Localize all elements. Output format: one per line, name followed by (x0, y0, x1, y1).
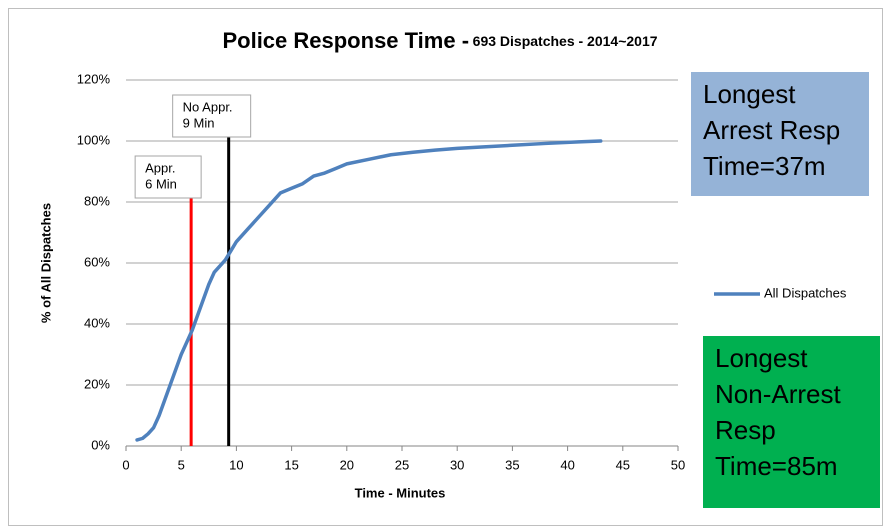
x-tick-label: 25 (395, 457, 409, 472)
annotation-text: Resp (715, 415, 776, 445)
chart-subtitle: 693 Dispatches - 2014~2017 (473, 33, 658, 49)
x-axis-label: Time - Minutes (355, 485, 446, 500)
y-tick-label: 60% (84, 254, 110, 269)
annotation-box (703, 336, 880, 508)
annotation-box (691, 72, 869, 196)
chart-title: Police Response Time - (222, 28, 469, 53)
annotation-text: Longest (715, 343, 808, 373)
annotation-text: Time=85m (715, 451, 838, 481)
x-tick-label: 30 (450, 457, 464, 472)
annotation-text: Arrest Resp (703, 115, 840, 145)
x-tick-label: 40 (560, 457, 574, 472)
y-tick-label: 0% (91, 437, 110, 452)
reference-label: No Appr. (183, 99, 233, 114)
annotation-text: Non-Arrest (715, 379, 841, 409)
reference-label-box (172, 94, 252, 138)
x-tick-label: 50 (671, 457, 685, 472)
y-tick-label: 120% (77, 71, 111, 86)
annotation-text: Longest (703, 79, 796, 109)
reference-label-box (134, 155, 202, 199)
reference-label: 9 Min (183, 115, 215, 130)
legend-label: All Dispatches (764, 285, 847, 300)
y-tick-label: 100% (77, 132, 111, 147)
y-tick-label: 20% (84, 376, 110, 391)
x-tick-label: 15 (284, 457, 298, 472)
reference-label: Appr. (145, 160, 175, 175)
x-tick-label: 0 (122, 457, 129, 472)
x-tick-label: 20 (340, 457, 354, 472)
y-tick-label: 40% (84, 315, 110, 330)
y-tick-label: 80% (84, 193, 110, 208)
reference-label: 6 Min (145, 176, 177, 191)
chart-title-group: Police Response Time - 693 Dispatches - … (222, 28, 657, 53)
annotation-text: Time=37m (703, 151, 826, 181)
x-tick-label: 45 (616, 457, 630, 472)
x-tick-label: 35 (505, 457, 519, 472)
data-line (135, 139, 603, 442)
x-tick-label: 5 (178, 457, 185, 472)
x-tick-label: 10 (229, 457, 243, 472)
y-axis-label: % of All Dispatches (38, 203, 53, 323)
